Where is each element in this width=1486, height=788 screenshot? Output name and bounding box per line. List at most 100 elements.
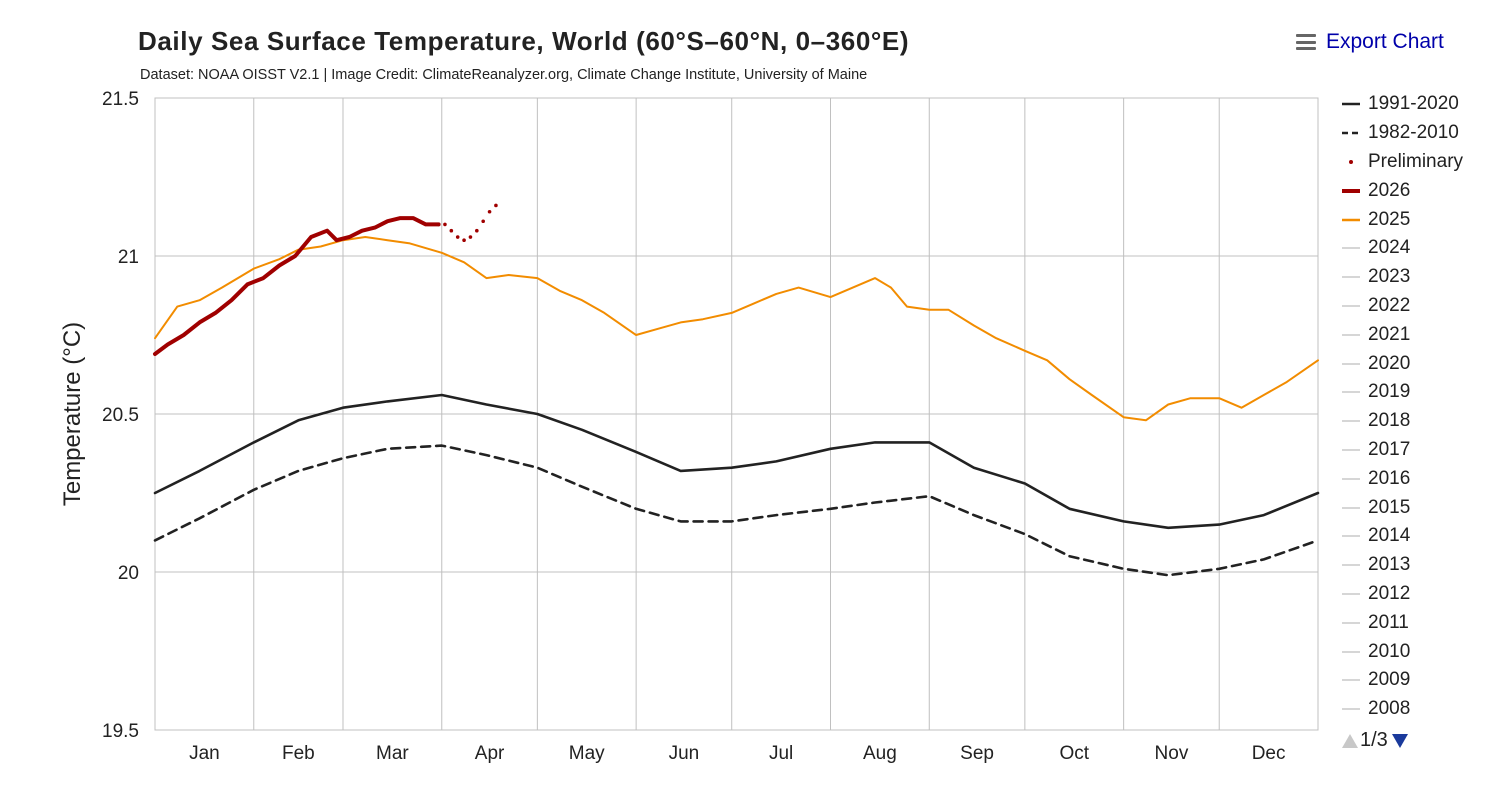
legend-label: 2012 (1368, 582, 1411, 604)
legend-label: 1982-2010 (1368, 122, 1459, 144)
x-tick-label: Aug (863, 743, 897, 764)
legend-item[interactable]: 2026 (1340, 176, 1480, 205)
legend-label: 2020 (1368, 352, 1411, 374)
x-tick-label: Oct (1059, 743, 1089, 764)
legend-symbol (1342, 188, 1360, 193)
legend-label: Preliminary (1368, 150, 1464, 172)
legend-symbol (1342, 708, 1360, 710)
series-preliminary-point (436, 222, 441, 227)
series-preliminary-point (487, 209, 492, 214)
legend-item[interactable]: 2009 (1340, 666, 1480, 695)
y-tick-label: 19.5 (102, 721, 139, 742)
series-2025-line (154, 236, 1319, 422)
x-tick-label: Jun (669, 743, 700, 764)
legend-symbol (1342, 621, 1360, 624)
legend-label: 2024 (1368, 237, 1411, 259)
x-tick-label: Jan (189, 743, 220, 764)
legend-symbol (1342, 650, 1360, 653)
page-up-icon[interactable] (1342, 733, 1358, 748)
legend-label: 2009 (1368, 669, 1411, 691)
page-down-icon[interactable] (1391, 733, 1408, 748)
legend-symbol (1342, 103, 1360, 106)
legend-item[interactable]: 2020 (1340, 349, 1480, 378)
menu-icon[interactable] (1296, 34, 1316, 50)
legend-item[interactable]: 2014 (1340, 522, 1480, 551)
x-tick-label: Nov (1155, 743, 1189, 764)
legend-item[interactable]: 2022 (1340, 292, 1480, 321)
legend-symbol (1342, 391, 1360, 394)
legend-symbol (1342, 593, 1360, 595)
series-1991-2020-line (153, 393, 1320, 530)
legend-item[interactable]: 2025 (1340, 205, 1480, 234)
x-tick-label: Apr (475, 743, 505, 764)
legend-item[interactable]: 2016 (1340, 464, 1480, 493)
legend-symbol (1342, 478, 1360, 480)
legend-label: 2014 (1368, 525, 1411, 547)
legend-item[interactable]: 1982-2010 (1340, 119, 1480, 148)
chart-plot: 19.5 20 20.5 21 21.5 Jan Feb Mar Apr May Jun Jul Aug… (59, 89, 1320, 764)
series-preliminary-point (449, 228, 454, 233)
legend-item[interactable]: 2021 (1340, 320, 1480, 349)
series-preliminary-point (443, 222, 447, 227)
legend-label: 2022 (1368, 294, 1411, 316)
legend-item[interactable]: 2012 (1340, 580, 1480, 609)
legend-label: 2021 (1368, 323, 1411, 345)
legend-symbol (1342, 564, 1360, 566)
y-tick-label: 21 (118, 247, 139, 268)
series-preliminary-point (462, 238, 466, 242)
legend-item[interactable]: 2015 (1340, 493, 1480, 522)
series-preliminary-point (494, 203, 498, 208)
legend-label: 2008 (1368, 698, 1411, 720)
export-chart-button[interactable]: Export Chart (1296, 30, 1444, 54)
legend-symbol (1349, 159, 1353, 164)
legend-item[interactable]: 2010 (1340, 637, 1480, 666)
legend-symbol (1342, 218, 1360, 221)
legend-item[interactable]: 2011 (1340, 608, 1480, 637)
legend-label: 2018 (1368, 410, 1411, 432)
legend-item[interactable]: 2017 (1340, 436, 1480, 465)
legend-label: 1991-2020 (1368, 93, 1459, 115)
legend-item[interactable]: 2023 (1340, 263, 1480, 292)
legend-symbol (1342, 276, 1360, 278)
legend-label: 2023 (1368, 266, 1411, 288)
legend-label: 2025 (1368, 208, 1411, 230)
legend-label: 2015 (1368, 496, 1411, 518)
x-tick-label: Feb (282, 743, 315, 764)
legend-symbol (1342, 305, 1360, 307)
legend-item[interactable]: 2008 (1340, 695, 1480, 724)
legend-item[interactable]: 2018 (1340, 407, 1480, 436)
x-tick-label: Sep (960, 743, 994, 764)
legend-label: 2016 (1368, 467, 1411, 489)
x-tick-label: Jul (769, 743, 793, 764)
legend-item[interactable]: 2024 (1340, 234, 1480, 263)
legend-symbol (1342, 535, 1360, 538)
legend-pager: 1/3 (1342, 729, 1408, 752)
chart-title: Daily Sea Surface Temperature, World (60… (138, 26, 910, 56)
legend-label: 2010 (1368, 640, 1411, 662)
legend-symbol (1342, 506, 1360, 509)
x-tick-label: May (569, 743, 605, 764)
x-tick-label: Mar (376, 743, 409, 764)
series-2026-line (153, 216, 441, 356)
legend-symbol (1342, 334, 1360, 336)
legend-label: 2026 (1368, 179, 1411, 201)
legend-item[interactable]: 2019 (1340, 378, 1480, 407)
legend-label: 2019 (1368, 381, 1411, 403)
legend-item[interactable]: 1991-2020 (1340, 90, 1480, 119)
series-preliminary-point (481, 219, 485, 224)
legend: 1991-2020 1982-2010 Preliminary 2026 2025 202… (1340, 90, 1480, 724)
y-axis-label: Temperature (°C) (59, 322, 86, 506)
legend-symbol (1342, 247, 1360, 250)
legend-label: 2017 (1368, 438, 1411, 460)
legend-item[interactable]: 2013 (1340, 551, 1480, 580)
y-tick-label: 21.5 (102, 89, 139, 110)
series-preliminary-point (475, 228, 479, 233)
series-preliminary-point (468, 235, 473, 239)
export-chart-label[interactable]: Export Chart (1326, 30, 1444, 53)
legend-item[interactable]: Preliminary (1340, 148, 1480, 177)
legend-symbol (1342, 449, 1360, 451)
y-tick-label: 20.5 (102, 405, 139, 426)
legend-symbol (1342, 362, 1360, 365)
legend-symbol (1342, 131, 1360, 135)
legend-symbol (1342, 679, 1360, 682)
